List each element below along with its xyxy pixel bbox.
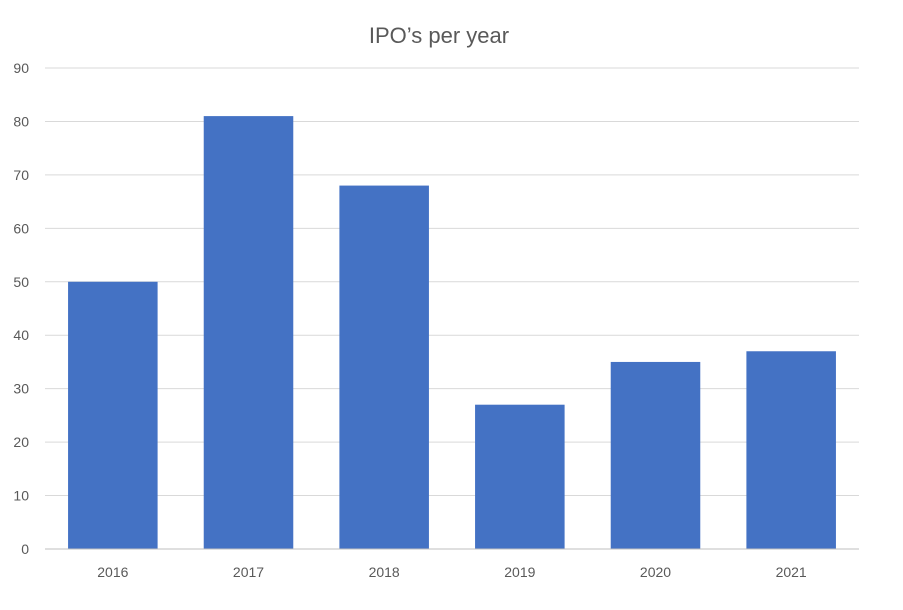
y-tick-label: 50 xyxy=(13,274,29,290)
y-tick-label: 70 xyxy=(13,167,29,183)
bars xyxy=(68,116,836,550)
x-tick-label: 2016 xyxy=(97,564,128,580)
bar-2017 xyxy=(203,116,294,549)
gridlines xyxy=(45,67,859,497)
bar-2016 xyxy=(68,281,158,549)
y-tick-label: 0 xyxy=(21,541,29,557)
x-axis-tick-labels: 2016 2017 2018 2019 2020 2021 xyxy=(97,564,807,580)
x-tick-label: 2017 xyxy=(233,564,264,580)
bar-2021 xyxy=(746,351,836,549)
x-tick-label: 2019 xyxy=(504,564,535,580)
x-tick-label: 2020 xyxy=(640,564,671,580)
chart-title: IPO’s per year xyxy=(369,23,509,48)
y-tick-label: 80 xyxy=(13,113,29,129)
bar-2020 xyxy=(610,361,701,549)
x-tick-label: 2018 xyxy=(369,564,400,580)
y-tick-label: 60 xyxy=(13,220,29,236)
x-tick-label: 2021 xyxy=(776,564,807,580)
y-tick-label: 40 xyxy=(13,327,29,343)
y-tick-label: 30 xyxy=(13,381,29,397)
bar-2019 xyxy=(475,404,565,549)
y-tick-label: 20 xyxy=(13,434,29,450)
y-tick-label: 10 xyxy=(13,488,29,504)
y-tick-label: 90 xyxy=(13,60,29,76)
bar-2018 xyxy=(339,185,429,550)
y-axis-tick-labels: 0 10 20 30 40 50 60 70 80 90 xyxy=(13,60,29,557)
